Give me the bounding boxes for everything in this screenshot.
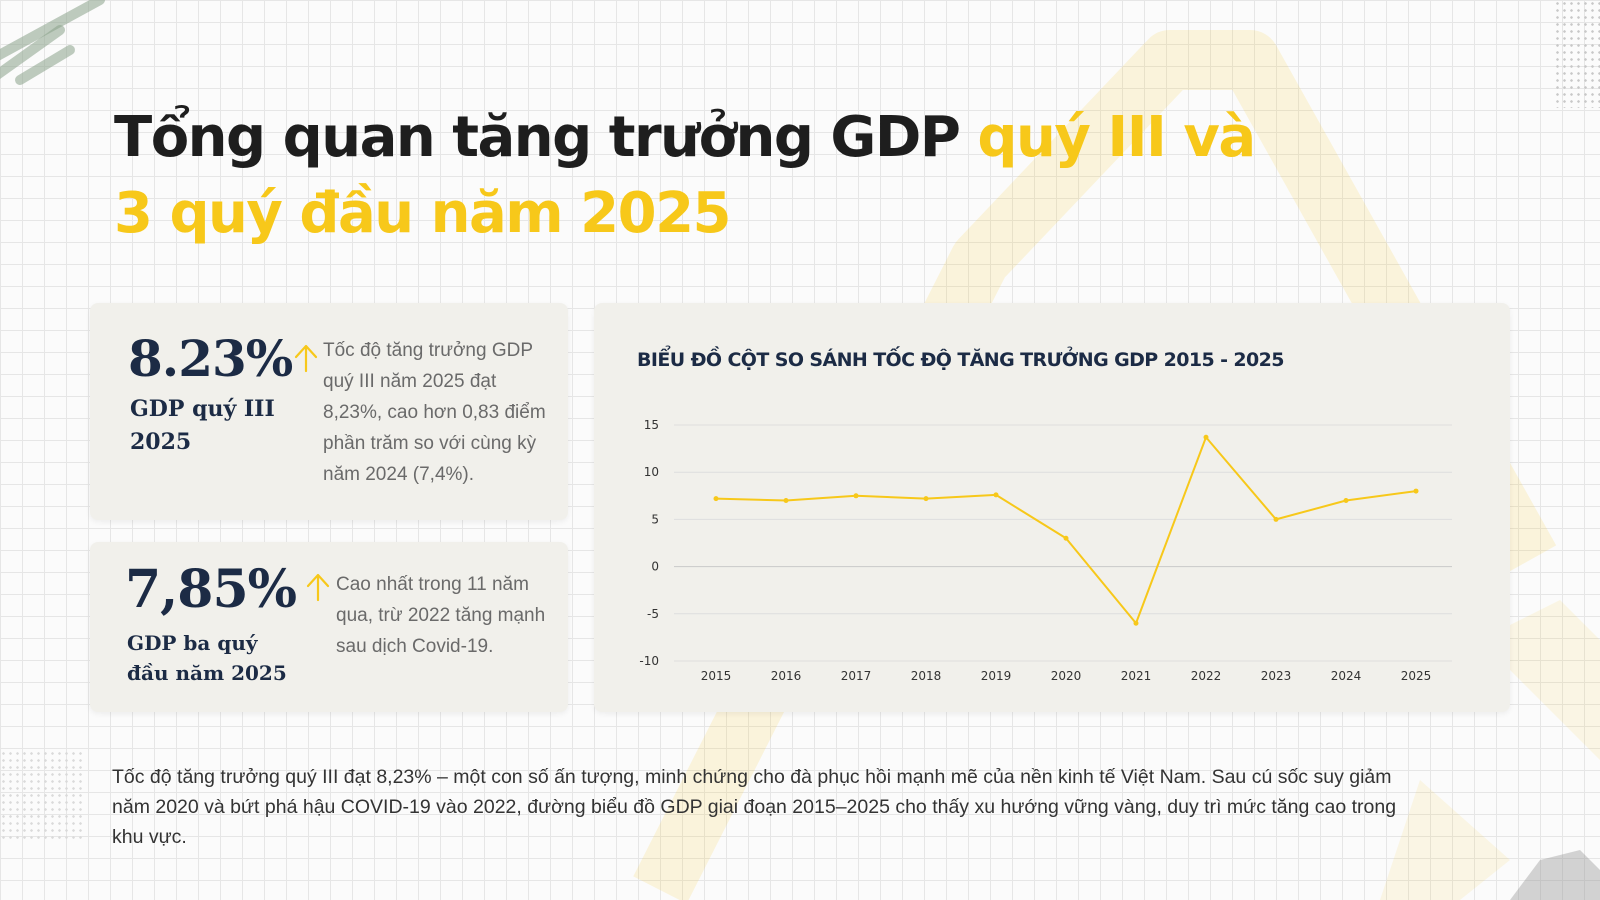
data-point <box>713 496 719 502</box>
page-title: Tổng quan tăng trưởng GDP quý III và 3 q… <box>114 100 1294 252</box>
title-highlight: quý III và 3 quý đầu năm 2025 <box>114 105 1256 246</box>
y-tick-label: 5 <box>651 512 659 526</box>
arrow-up-icon <box>306 573 330 602</box>
y-tick-label: 0 <box>651 560 659 574</box>
data-point <box>923 496 929 502</box>
arrow-up-icon <box>294 344 318 373</box>
y-tick-label: 10 <box>644 465 659 479</box>
stat-description: Tốc độ tăng trưởng GDP quý III năm 2025 … <box>323 340 546 485</box>
summary-paragraph: Tốc độ tăng trưởng quý III đạt 8,23% – m… <box>112 766 1397 848</box>
data-point <box>853 493 859 499</box>
stat-label: GDP quý III 2025 <box>130 396 275 455</box>
x-tick-label: 2020 <box>1051 669 1082 683</box>
x-tick-label: 2018 <box>911 669 942 683</box>
x-tick-label: 2024 <box>1331 669 1362 683</box>
data-point <box>993 492 999 498</box>
stat-value: 8.23% <box>128 329 293 388</box>
stat-label: GDP ba quý đầu năm 2025 <box>127 631 287 685</box>
y-tick-label: 15 <box>644 418 659 432</box>
dot-pattern-decoration <box>0 750 84 840</box>
x-tick-label: 2025 <box>1401 669 1432 683</box>
series-line <box>715 436 1417 625</box>
x-tick-label: 2017 <box>841 669 872 683</box>
stat-card-q3: 8.23% GDP quý III 2025 Tốc độ tăng trưởn… <box>90 303 568 520</box>
title-main: Tổng quan tăng trưởng GDP <box>114 105 978 170</box>
x-tick-label: 2016 <box>771 669 802 683</box>
data-point <box>1413 488 1419 494</box>
data-point <box>783 498 789 504</box>
x-tick-label: 2021 <box>1121 669 1152 683</box>
y-tick-label: -10 <box>639 654 659 668</box>
x-tick-label: 2015 <box>701 669 732 683</box>
x-tick-label: 2022 <box>1191 669 1222 683</box>
data-point <box>1203 434 1209 440</box>
gdp-line-chart: 15 10 5 0 -5 -10 2015 2016 2017 2018 2019 2020 2021 2… <box>639 418 1452 683</box>
data-point <box>1133 620 1139 626</box>
dot-pattern-decoration <box>1554 0 1600 108</box>
data-point <box>1273 516 1279 522</box>
data-point <box>1343 498 1349 504</box>
x-tick-label: 2023 <box>1261 669 1292 683</box>
x-tick-label: 2019 <box>981 669 1012 683</box>
stat-card-nine-months: 7,85% GDP ba quý đầu năm 2025 Cao nhất t… <box>90 542 568 712</box>
data-point <box>1063 535 1069 541</box>
y-tick-label: -5 <box>647 607 659 621</box>
stat-description: Cao nhất trong 11 năm qua, trừ 2022 tăng… <box>336 574 546 657</box>
stat-value: 7,85% <box>125 559 297 620</box>
chart-title: BIỂU ĐỒ CỘT SO SÁNH TỐC ĐỘ TĂNG TRƯỞNG G… <box>637 349 1284 371</box>
chart-card: BIỂU ĐỒ CỘT SO SÁNH TỐC ĐỘ TĂNG TRƯỞNG G… <box>594 303 1510 712</box>
